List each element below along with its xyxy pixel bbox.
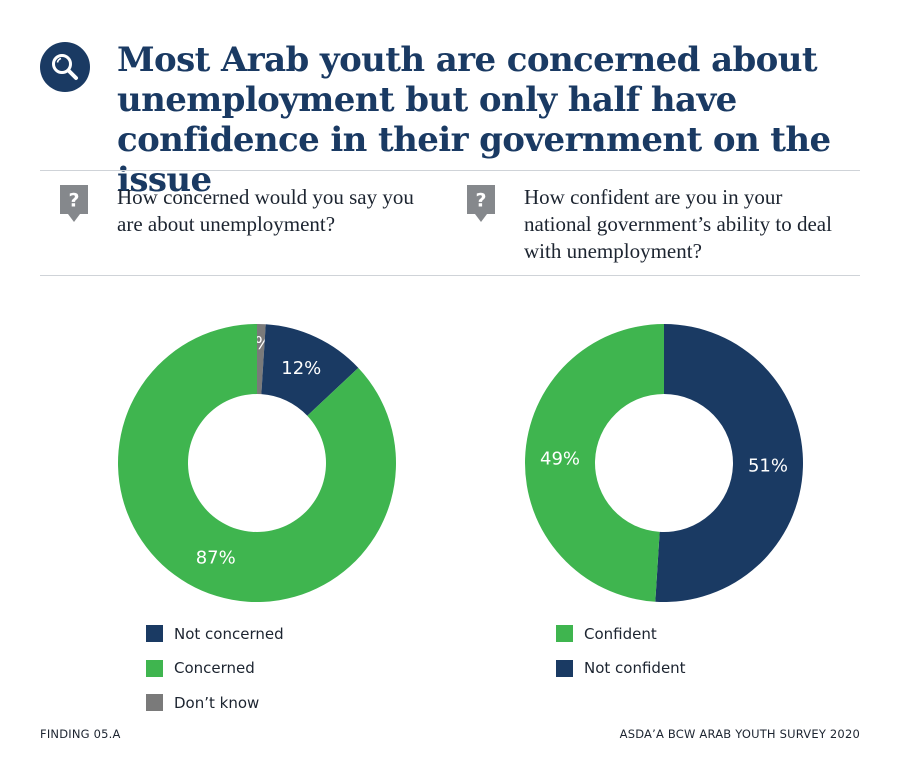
- page-title: Most Arab youth are concerned about unem…: [117, 40, 831, 200]
- survey-credit: ASDA’A BCW ARAB YOUTH SURVEY 2020: [619, 727, 860, 741]
- legend-swatch: [146, 694, 163, 711]
- legend-label: Not concerned: [174, 624, 284, 643]
- concern-legend: Not concerned Concerned Don’t know: [146, 625, 284, 729]
- legend-label: Not confident: [584, 659, 686, 677]
- question-bubble-icon: ?: [467, 185, 495, 225]
- confidence-legend: Confident Not confident: [556, 625, 686, 694]
- data-label-not-confident: 51%: [748, 455, 788, 476]
- legend-item-concerned: Concerned: [146, 659, 284, 677]
- legend-swatch: [556, 625, 573, 642]
- legend-swatch: [146, 659, 163, 677]
- slice-confident: [525, 324, 664, 602]
- divider-top: [40, 170, 860, 171]
- divider-bottom: [40, 275, 860, 276]
- legend-item-not-concerned: Not concerned: [146, 624, 284, 643]
- data-label-concerned: 87%: [196, 547, 236, 568]
- legend-label: Confident: [584, 624, 657, 643]
- magnifier-icon: [40, 42, 90, 92]
- legend-item-don-t-know: Don’t know: [146, 693, 284, 712]
- data-label-confident: 49%: [540, 449, 580, 470]
- question-bubble-icon: ?: [60, 185, 88, 225]
- finding-label: FINDING 05.A: [40, 727, 121, 741]
- question-2: How confident are you in your national g…: [524, 185, 832, 263]
- slice-not-concerned: [261, 324, 359, 416]
- concern-donut-chart: 1%12%87%: [117, 324, 396, 602]
- slice-not-confident: [655, 324, 804, 602]
- legend-swatch: [556, 659, 573, 677]
- svg-text:?: ?: [475, 190, 486, 212]
- data-label-not-concerned: 12%: [281, 358, 321, 379]
- slice-don-t-know: [257, 324, 266, 395]
- legend-label: Don’t know: [174, 693, 260, 712]
- question-1: How concerned would you say you are abou…: [117, 185, 414, 236]
- legend-item-confident: Confident: [556, 624, 686, 643]
- slice-concerned: [117, 324, 396, 602]
- legend-item-not-confident: Not confident: [556, 659, 686, 677]
- confidence-donut-chart: 51% 49%: [525, 324, 804, 602]
- legend-label: Concerned: [174, 659, 255, 677]
- legend-swatch: [146, 625, 163, 642]
- svg-text:?: ?: [68, 190, 79, 212]
